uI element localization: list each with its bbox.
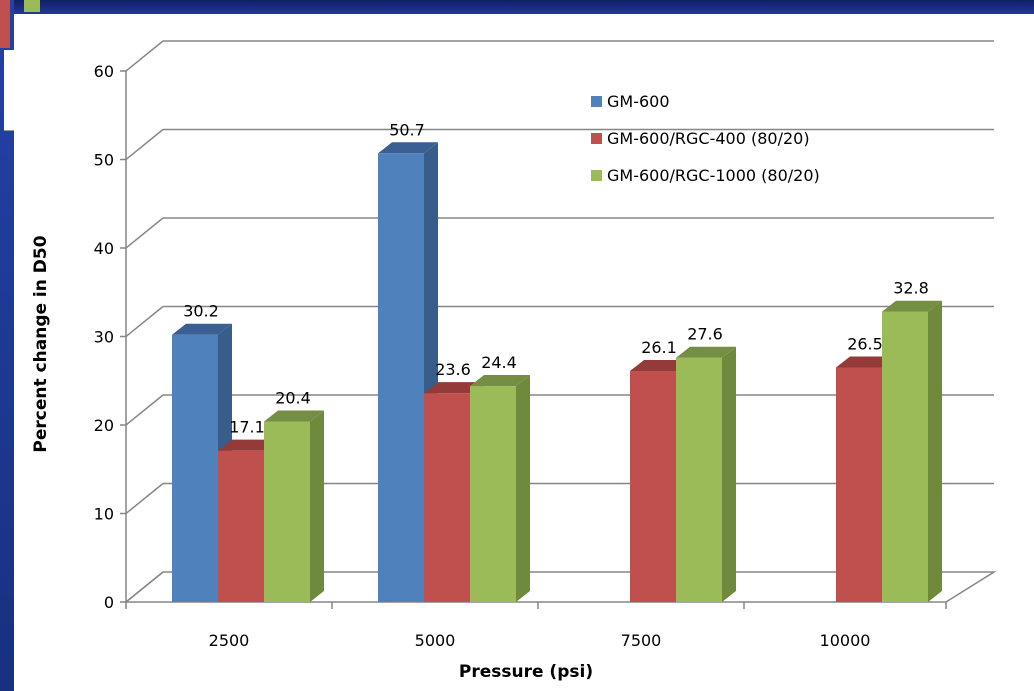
y-tick-label: 20 [94, 416, 114, 435]
gridline-diagonal [125, 482, 164, 515]
data-label: 32.8 [893, 279, 929, 298]
x-axis-title: Pressure (psi) [459, 662, 593, 682]
bar-front [676, 357, 722, 602]
bar-front [882, 311, 928, 602]
data-label: 26.1 [641, 338, 677, 357]
background-thumbnail-red [0, 0, 10, 48]
bar [470, 375, 530, 602]
chart-card: 0 10 20 30 40 50 60 2500 5000 7500 10000 30.2 17.1 2… [14, 14, 1034, 691]
gridline-diagonal [125, 40, 164, 72]
y-tick-label: 30 [94, 328, 114, 347]
data-label: 27.6 [687, 325, 723, 344]
bar-front [378, 153, 424, 602]
bar-top [630, 360, 690, 372]
data-label: 30.2 [183, 302, 219, 321]
data-label: 26.5 [847, 334, 883, 353]
bar [264, 410, 324, 602]
y-tick-label: 50 [94, 151, 114, 170]
bar-layer [172, 142, 942, 602]
data-label: 23.6 [435, 360, 471, 379]
bar-top [424, 382, 484, 394]
legend-swatch [591, 170, 602, 181]
bar-top [172, 323, 232, 335]
axis-layer: 0 10 20 30 40 50 60 2500 5000 7500 10000 [94, 62, 947, 650]
gridline-diagonal [125, 217, 164, 249]
legend-label: GM-600 [607, 92, 670, 111]
legend-swatch [591, 133, 602, 144]
background-top-band [0, 0, 1034, 14]
gridline-diagonal [125, 305, 164, 338]
bar-front [630, 371, 676, 602]
legend-label: GM-600/RGC-1000 (80/20) [607, 166, 820, 185]
gridline-diagonal [125, 128, 164, 161]
background-left-strip [0, 0, 14, 691]
legend-label: GM-600/RGC-400 (80/20) [607, 129, 810, 148]
data-label: 17.1 [229, 418, 265, 437]
bar-top [378, 142, 438, 154]
bar-top [882, 300, 942, 312]
y-tick-label: 10 [94, 505, 114, 524]
legend: GM-600 GM-600/RGC-400 (80/20) GM-600/RGC-1… [591, 92, 820, 185]
bar-top [264, 410, 324, 422]
bar-top [836, 356, 896, 368]
bar-front [172, 334, 218, 602]
bar-side [928, 300, 942, 602]
legend-swatch [591, 96, 602, 107]
bar-side [310, 410, 324, 602]
data-label: 50.7 [389, 120, 425, 139]
bar [676, 346, 736, 602]
bar [882, 300, 942, 602]
x-tick-label: 10000 [820, 631, 871, 650]
data-label: 20.4 [275, 388, 311, 407]
column-chart: 0 10 20 30 40 50 60 2500 5000 7500 10000 30.2 17.1 2… [31, 40, 997, 682]
y-tick-label: 40 [94, 239, 114, 258]
x-tick-label: 2500 [209, 631, 250, 650]
y-tick-label: 0 [104, 593, 114, 612]
data-label: 24.4 [481, 353, 517, 372]
bar-side [722, 346, 736, 602]
x-tick-label: 7500 [621, 631, 662, 650]
bar-front [424, 393, 470, 602]
y-tick-label: 60 [94, 62, 114, 81]
y-axis-title: Percent change in D50 [31, 235, 51, 452]
bar-top [218, 439, 278, 451]
bar-side [516, 375, 530, 602]
bar-top [676, 346, 736, 358]
bar-front [836, 367, 882, 602]
bar-front [218, 450, 264, 602]
gridline-diagonal [125, 394, 164, 426]
bar-front [264, 421, 310, 602]
bar-front [470, 386, 516, 602]
x-tick-label: 5000 [415, 631, 456, 650]
bar-top [470, 375, 530, 387]
background-thumbnail-green [24, 0, 40, 12]
data-label-layer: 30.2 17.1 20.4 50.7 23.6 24.4 26.1 27.6 26.5 32.8 [183, 120, 929, 436]
